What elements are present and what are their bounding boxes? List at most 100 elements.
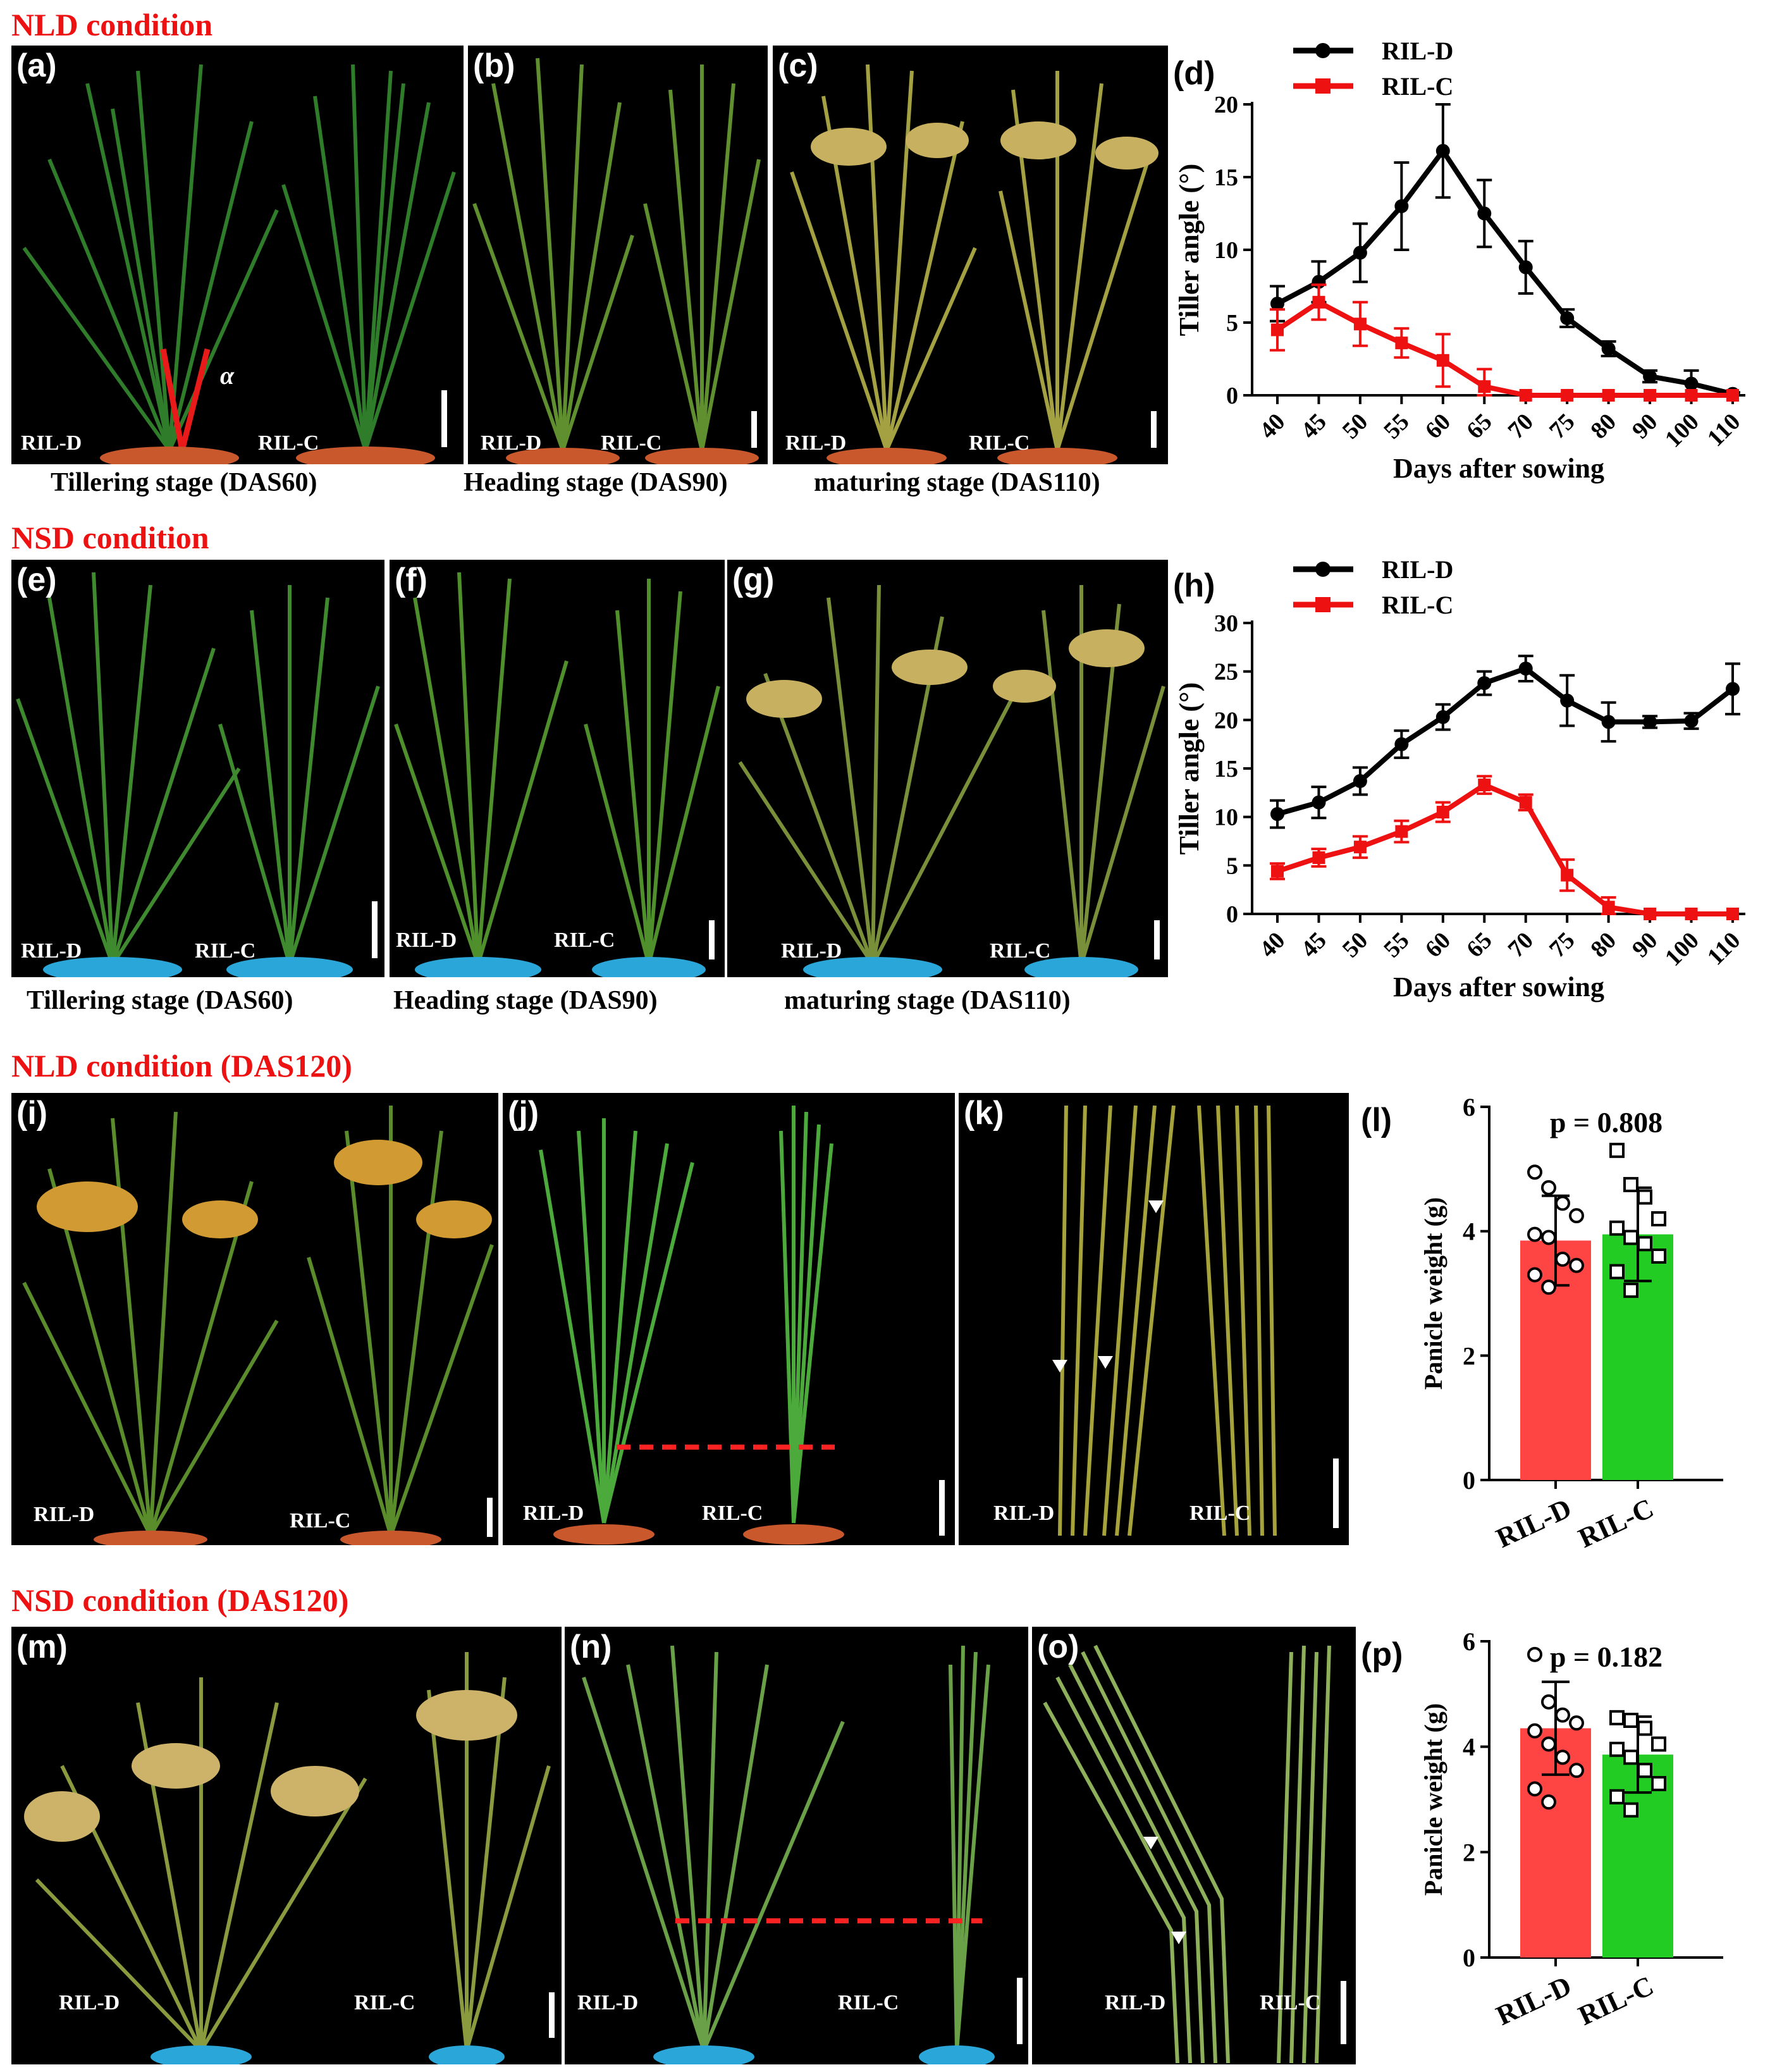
series-line-ril-c xyxy=(1276,782,1733,916)
y-tick-label: 0 xyxy=(1226,901,1238,928)
label-ril-c: RIL-C xyxy=(1260,1991,1321,2014)
label-ril-d: RIL-D xyxy=(34,1503,95,1526)
data-point-ril-d xyxy=(1435,710,1450,724)
y-tick-label: 0 xyxy=(1226,383,1238,409)
legend-label-ril-c: RIL-C xyxy=(1382,591,1453,619)
data-point-ril-d xyxy=(1560,693,1575,708)
bar-chart-l: 0 2 4 6 Panicle weight (g) RIL-D RIL-C p = 0.80… xyxy=(1360,1075,1764,1594)
x-tick-label: 75 xyxy=(1544,409,1580,445)
data-point-ril-d xyxy=(1477,206,1492,221)
x-tick-label: 50 xyxy=(1337,927,1374,963)
caption-tillering-stage: Tillering stage (DAS60) xyxy=(51,468,317,497)
data-point-ril-c xyxy=(1726,908,1739,920)
data-point-ril-c xyxy=(1609,1710,1625,1725)
data-point-ril-c xyxy=(1436,806,1449,818)
y-tick-label: 2 xyxy=(1463,1341,1475,1370)
x-tick-label-ril-d: RIL-D xyxy=(1492,1970,1576,2032)
scale-bar xyxy=(1341,1981,1346,2044)
y-tick-label: 6 xyxy=(1463,1093,1475,1121)
data-point-ril-d xyxy=(1601,715,1616,729)
x-tick-label: 50 xyxy=(1337,409,1374,445)
photo-panel-e: (e) RIL-D RIL-C xyxy=(11,560,384,977)
y-axis-title: Tiller angle (°) xyxy=(1174,164,1205,336)
rice-stems-leaves-removed-illustration xyxy=(582,1645,995,2064)
data-point-ril-d xyxy=(1684,376,1699,391)
line-chart-h: 0 5 10 15 20 25 30 40 45 50 55 60 65 70 75 80 90 100 110 Da… xyxy=(1164,544,1764,1025)
data-point-ril-c xyxy=(1602,389,1615,402)
data-point-ril-c xyxy=(1609,1789,1625,1804)
data-point-ril-c xyxy=(1623,1802,1638,1818)
y-tick-label: 5 xyxy=(1226,853,1238,879)
data-point-ril-d xyxy=(1518,662,1533,676)
data-point-ril-c xyxy=(1436,354,1449,367)
panel-label-g: (g) xyxy=(732,562,775,598)
data-point-ril-c xyxy=(1637,1763,1652,1779)
data-point-ril-c xyxy=(1609,1142,1625,1158)
rice-plants-maturing-illustration xyxy=(790,64,1158,464)
data-point-ril-c xyxy=(1271,323,1284,336)
x-tick-label: 70 xyxy=(1503,927,1539,963)
x-tick-label-ril-c: RIL-C xyxy=(1574,1493,1659,1554)
label-ril-c: RIL-C xyxy=(838,1991,899,2014)
data-point-ril-c xyxy=(1726,389,1739,402)
nsd-condition-heading: NSD condition xyxy=(11,520,209,555)
data-point-ril-d xyxy=(1555,1195,1570,1211)
y-tick-label: 6 xyxy=(1463,1627,1475,1656)
photo-panel-f: (f) RIL-D RIL-C xyxy=(390,560,725,977)
label-ril-d: RIL-D xyxy=(21,939,82,963)
legend-marker-ril-c xyxy=(1315,597,1331,612)
rice-plants-das120-illustration xyxy=(24,1652,551,2064)
data-point-ril-d xyxy=(1541,1794,1556,1810)
data-point-ril-d xyxy=(1643,369,1657,384)
photo-panel-o: (o) RIL-D RIL-C xyxy=(1032,1627,1356,2064)
data-point-ril-c xyxy=(1685,389,1698,402)
data-point-ril-c xyxy=(1623,1749,1638,1765)
y-tick-label: 10 xyxy=(1214,805,1238,831)
y-tick-label: 20 xyxy=(1214,92,1238,118)
photo-panel-g: (g) RIL-D RIL-C xyxy=(727,560,1168,977)
data-point-ril-d xyxy=(1527,1781,1542,1797)
panel-label-d: (d) xyxy=(1173,55,1215,92)
x-tick-label: 100 xyxy=(1660,409,1704,453)
data-point-ril-c xyxy=(1623,1230,1638,1245)
y-tick-label: 30 xyxy=(1214,610,1238,637)
data-point-ril-d xyxy=(1353,774,1367,788)
data-point-ril-c xyxy=(1478,779,1491,792)
label-ril-c: RIL-C xyxy=(258,431,319,455)
scale-bar xyxy=(939,1480,945,1536)
data-point-ril-d xyxy=(1518,260,1533,274)
scale-bar xyxy=(1151,411,1157,448)
panel-label-a: (a) xyxy=(16,47,57,84)
y-tick-label: 4 xyxy=(1463,1733,1475,1761)
x-tick-label: 65 xyxy=(1461,409,1497,445)
x-tick-label-ril-d: RIL-D xyxy=(1492,1493,1576,1554)
x-tick-label: 65 xyxy=(1461,927,1497,963)
separated-tiller-stems-illustration xyxy=(1043,1644,1331,2064)
panel-label-p: (p) xyxy=(1361,1636,1403,1673)
data-point-ril-c xyxy=(1623,1713,1638,1728)
legend-marker-ril-c xyxy=(1315,78,1331,94)
rice-stems-leaves-removed-illustration xyxy=(539,1106,844,1545)
data-point-ril-d xyxy=(1394,199,1409,213)
y-tick-label: 20 xyxy=(1214,707,1238,734)
scale-bar xyxy=(709,920,715,959)
separated-tiller-stems-illustration xyxy=(1052,1105,1277,1536)
panel-label-j: (j) xyxy=(508,1095,539,1132)
photo-panel-a: (a) α RIL-D RIL-C xyxy=(11,46,464,464)
panel-label-k: (k) xyxy=(964,1095,1004,1132)
photo-panel-m: (m) RIL-D RIL-C xyxy=(11,1627,562,2064)
x-tick-label: 80 xyxy=(1585,927,1621,963)
x-tick-label: 75 xyxy=(1544,927,1580,963)
data-point-ril-c xyxy=(1651,1249,1666,1264)
label-ril-d: RIL-D xyxy=(21,431,82,455)
data-point-ril-d xyxy=(1726,682,1740,696)
x-tick-label: 40 xyxy=(1255,927,1291,963)
label-ril-c: RIL-C xyxy=(554,928,615,952)
data-point-ril-c xyxy=(1644,389,1657,402)
data-point-ril-c xyxy=(1637,1236,1652,1252)
nld-das120-condition-heading: NLD condition (DAS120) xyxy=(11,1048,352,1083)
x-axis-title: Days after sowing xyxy=(1393,971,1604,1002)
rice-plants-tillering-illustration xyxy=(16,572,380,977)
data-point-ril-d xyxy=(1527,1164,1542,1180)
